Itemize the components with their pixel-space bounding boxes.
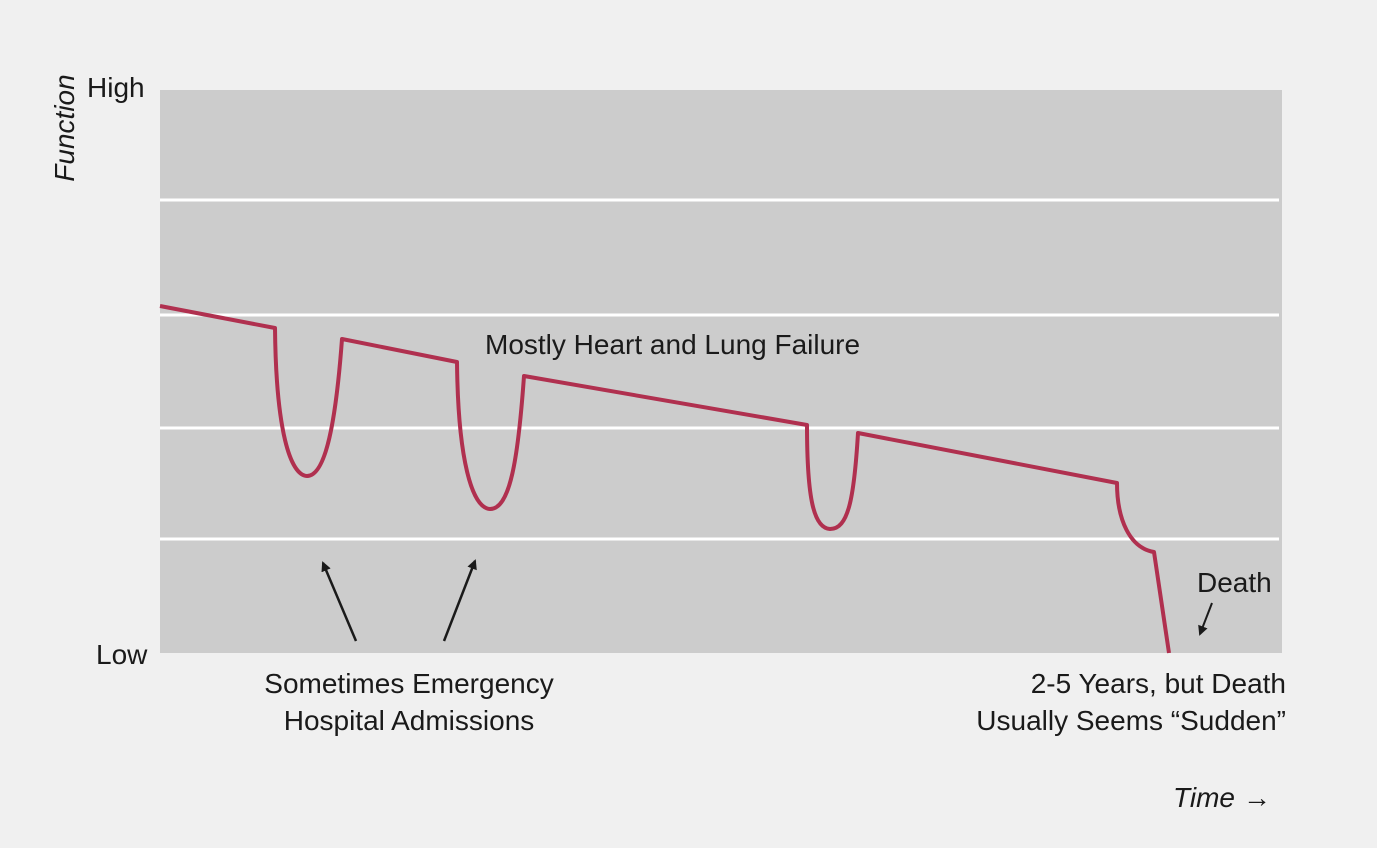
x-axis-arrow-icon: → (1243, 782, 1271, 813)
admission-arrow (321, 561, 358, 642)
x-axis-label: Time (1173, 782, 1235, 813)
admission-arrow (442, 559, 477, 642)
duration-caption-line1: 2-5 Years, but Death (1031, 668, 1286, 699)
plot-area (160, 90, 1282, 653)
admissions-caption-line1: Sometimes Emergency (264, 668, 553, 699)
curve-label: Mostly Heart and Lung Failure (485, 329, 860, 360)
admissions-caption-line2: Hospital Admissions (284, 705, 535, 736)
y-axis-label: Function (49, 74, 80, 181)
function-decline-curve (159, 304, 1171, 654)
y-high-label: High (87, 72, 145, 103)
y-low-label: Low (96, 639, 148, 670)
death-label: Death (1197, 567, 1272, 598)
duration-caption-line2: Usually Seems “Sudden” (976, 705, 1286, 736)
death-arrow (1198, 602, 1213, 636)
gridlines (160, 198, 1279, 541)
